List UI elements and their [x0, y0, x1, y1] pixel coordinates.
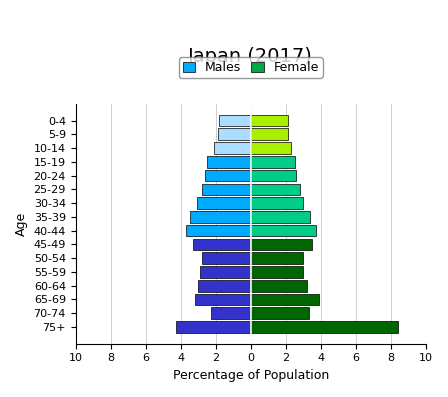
Y-axis label: Age: Age	[15, 212, 28, 236]
Bar	[251, 252, 303, 264]
Bar	[202, 252, 251, 264]
Bar	[211, 307, 251, 319]
Bar	[195, 294, 251, 305]
Bar	[202, 183, 251, 195]
Bar	[200, 266, 251, 278]
Bar	[218, 129, 251, 140]
Bar	[251, 225, 316, 237]
Bar	[198, 280, 251, 291]
Bar	[251, 197, 303, 209]
Bar	[207, 156, 251, 168]
Bar	[197, 197, 251, 209]
Bar	[251, 170, 297, 181]
Bar	[205, 170, 251, 181]
Bar	[251, 156, 295, 168]
Bar	[251, 239, 312, 250]
Bar	[251, 142, 291, 154]
Bar	[251, 307, 309, 319]
Bar	[176, 321, 251, 333]
Bar	[251, 211, 310, 223]
Bar	[251, 129, 288, 140]
Bar	[219, 115, 251, 126]
Bar	[251, 280, 307, 291]
Bar	[190, 211, 251, 223]
Legend: Males, Female: Males, Female	[179, 57, 323, 78]
Bar	[186, 225, 251, 237]
Bar	[251, 294, 319, 305]
Bar	[214, 142, 251, 154]
Bar	[251, 115, 288, 126]
Bar	[251, 321, 398, 333]
Bar	[193, 239, 251, 250]
Bar	[251, 266, 303, 278]
X-axis label: Percentage of Population: Percentage of Population	[172, 369, 329, 382]
Title: Japan (2017): Japan (2017)	[189, 47, 313, 66]
Bar	[251, 183, 300, 195]
